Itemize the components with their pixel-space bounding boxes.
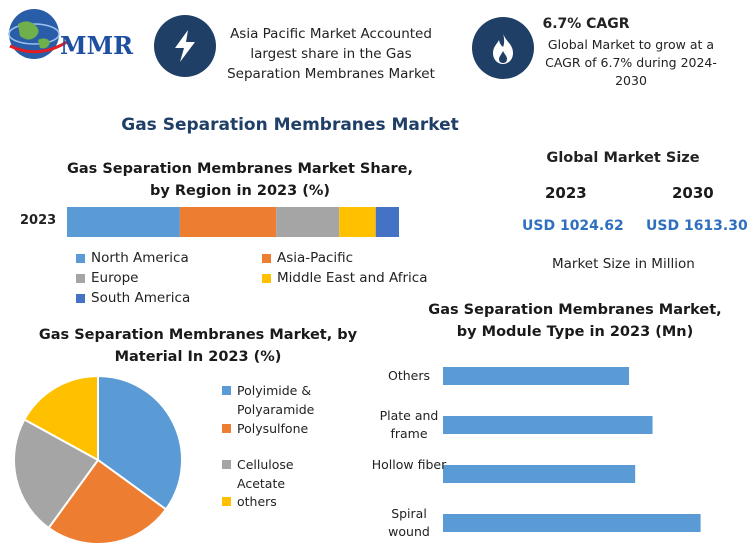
legend-swatch (76, 293, 85, 303)
legend-label: North America (91, 250, 189, 266)
region-bar-segment-middle-east-and-africa (339, 207, 376, 237)
module-bar-spiral-wound (443, 514, 701, 532)
logo: MMR (4, 6, 144, 62)
pie-slice-polyimide-polyaramide (97, 374, 183, 511)
legend-swatch (76, 253, 85, 263)
region-bar-segment-north-america (67, 207, 180, 237)
info-cagr-text: Global Market to grow at a CAGR of 6.7% … (545, 37, 717, 88)
global-size-year-2023: 2023 (545, 184, 587, 202)
material-legend-item-others: others (222, 492, 342, 511)
global-size-value-2023: USD 1024.62 (522, 218, 624, 234)
module-bar-chart (443, 367, 701, 532)
region-chart-title: Gas Separation Membranes Market Share, b… (67, 161, 413, 199)
region-category-label: 2023 (20, 213, 57, 228)
legend-swatch (222, 497, 231, 506)
region-legend-item-asia-pacific: Asia-Pacific (262, 250, 353, 266)
module-bar-hollow-fiber (443, 465, 636, 483)
legend-label: South America (91, 290, 191, 306)
info-asia-pacific: Asia Pacific Market Accounted largest sh… (227, 26, 435, 82)
legend-swatch (222, 424, 231, 433)
legend-label: Polysulfone (237, 421, 309, 436)
legend-label: others (237, 494, 277, 509)
legend-swatch (262, 273, 271, 283)
global-size-title: Global Market Size (546, 150, 700, 166)
material-pie-chart (13, 374, 183, 545)
legend-swatch (262, 253, 271, 263)
material-legend-item-polyimide-polyaramide: Polyimide & Polyaramide (222, 381, 342, 419)
legend-label: Europe (91, 270, 139, 286)
module-label-plate-and-frame: Plate and frame (379, 408, 439, 441)
pie-slice-cellulose-acetate (13, 418, 100, 530)
region-bar-segment-europe (276, 207, 340, 237)
global-size-year-2030: 2030 (672, 184, 714, 202)
legend-label: Asia-Pacific (277, 250, 354, 266)
legend-swatch (76, 273, 85, 283)
info-cagr-title: 6.7% CAGR (542, 16, 630, 32)
pie-slice-others (23, 374, 99, 462)
module-chart-title: Gas Separation Membranes Market, by Modu… (428, 302, 722, 340)
material-chart-title: Gas Separation Membranes Market, by Mate… (38, 327, 358, 365)
material-legend-item-polysulfone: Polysulfone (222, 419, 342, 438)
pie-slice-polysulfone (47, 458, 168, 545)
legend-swatch (222, 460, 231, 469)
module-bar-others (443, 367, 630, 385)
globe-icon (8, 9, 71, 59)
global-size-value-2030: USD 1613.30 (646, 218, 748, 234)
module-label-hollow-fiber: Hollow fiber (371, 457, 447, 472)
module-label-spiral-wound: Spiral wound (388, 506, 430, 539)
global-size-note: Market Size in Million (552, 256, 695, 272)
module-bar-plate-and-frame (443, 416, 653, 434)
module-label-others: Others (387, 368, 430, 383)
lightning-bolt-icon (154, 15, 216, 77)
region-legend-item-middle-east-and-africa: Middle East and Africa (262, 270, 428, 286)
flame-icon (472, 17, 534, 79)
legend-label: Middle East and Africa (277, 270, 428, 286)
region-bar-segment-asia-pacific (179, 207, 277, 237)
region-stacked-bar (67, 207, 399, 237)
page-title: Gas Separation Membranes Market (121, 115, 459, 135)
region-legend-item-europe: Europe (76, 270, 138, 286)
legend-swatch (222, 386, 231, 395)
legend-label: Cellulose Acetate (237, 457, 294, 491)
region-legend-item-south-america: South America (76, 290, 190, 306)
region-legend-item-north-america: North America (76, 250, 189, 266)
material-legend-item-cellulose-acetate: Cellulose Acetate (222, 455, 342, 493)
logo-text: MMR (60, 31, 134, 60)
region-bar-segment-south-america (375, 207, 399, 237)
legend-label: Polyimide & Polyaramide (237, 383, 315, 417)
